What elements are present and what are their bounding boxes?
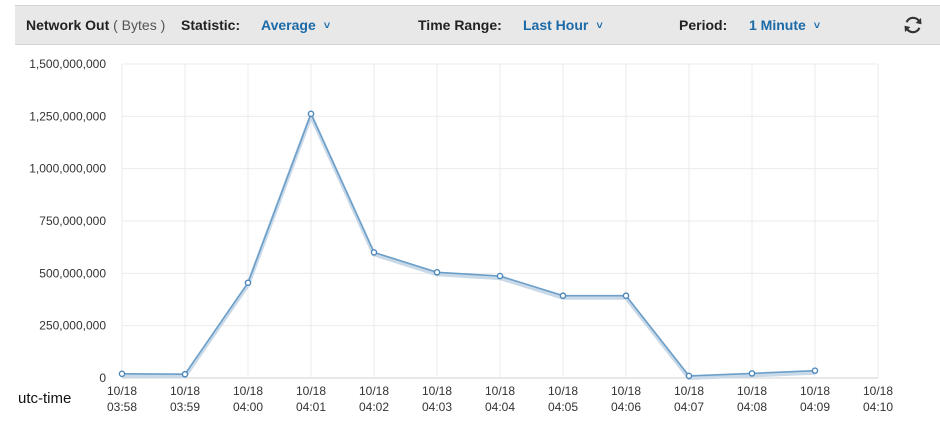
statistic-label: Statistic: [181,17,241,33]
data-point [370,249,378,256]
y-tick-label: 1,250,000,000 [29,109,106,123]
statistic-value: Average [261,17,316,33]
x-tick-label: 10/18 04:01 [296,384,326,414]
data-point [244,279,252,287]
refresh-icon[interactable] [902,14,924,36]
data-point [622,292,630,300]
data-point [496,272,504,280]
data-point [559,292,567,300]
y-tick-label: 0 [99,371,106,385]
series-line [121,111,816,377]
y-tick-label: 500,000,000 [39,266,106,280]
x-tick-label: 10/18 04:07 [674,384,704,414]
x-tick-label: 10/18 04:05 [548,384,578,414]
x-tick-label: 10/18 04:03 [422,384,452,414]
x-tick-label: 10/18 04:06 [611,384,641,414]
data-point [685,372,693,380]
x-tick-label: 10/18 04:04 [485,384,515,414]
data-point [181,370,189,378]
period-label: Period: [679,17,728,33]
x-tick-label: 10/18 04:08 [737,384,767,414]
data-point [307,110,315,118]
data-point [748,370,756,377]
x-tick-label: 10/18 04:02 [359,384,389,414]
x-tick-label: 10/18 03:58 [107,384,137,414]
plot-area [118,110,819,380]
y-tick-label: 750,000,000 [39,214,106,228]
y-tick-label: 1,000,000,000 [29,162,106,176]
series-line-shadow [121,110,816,380]
time-range-label: Time Range: [418,17,502,33]
y-tick-label: 250,000,000 [39,319,106,333]
x-axis: 10/18 03:58 10/18 03:59 10/18 04:00 10/18 04:01… [107,384,893,414]
data-point [433,268,441,276]
y-axis: 0 250,000,000 500,000,000 750,000,000 1,000,… [29,57,106,385]
x-tick-label: 10/18 04:10 [863,384,893,414]
chevron-down-icon: ˅ [323,20,331,32]
x-tick-label: 10/18 04:00 [233,384,263,414]
chevron-down-icon: ˅ [596,20,603,32]
time-range-value: Last Hour [523,17,589,33]
y-tick-label: 1,500,000,000 [29,57,106,71]
period-value: 1 Minute [749,17,806,33]
x-tick-label: 10/18 04:09 [800,384,830,414]
network-out-chart: 0 250,000,000 500,000,000 750,000,000 1,000,… [29,57,893,414]
data-point [811,367,819,374]
data-point [118,370,126,378]
metric-title: Network Out ( Bytes ) [26,6,165,44]
statistic-dropdown[interactable]: Average ˅ [261,6,330,44]
metric-name: Network Out [26,17,110,33]
chart-grid [121,63,879,379]
period-dropdown[interactable]: 1 Minute ˅ [749,6,820,44]
time-range-dropdown[interactable]: Last Hour ˅ [523,6,603,44]
chart-toolbar: Network Out ( Bytes ) Statistic: Average… [15,5,940,45]
utc-time-label: utc-time [18,390,72,407]
x-tick-label: 10/18 03:59 [170,384,200,414]
chevron-down-icon: ˅ [813,20,821,32]
metric-unit: ( Bytes ) [113,17,166,33]
